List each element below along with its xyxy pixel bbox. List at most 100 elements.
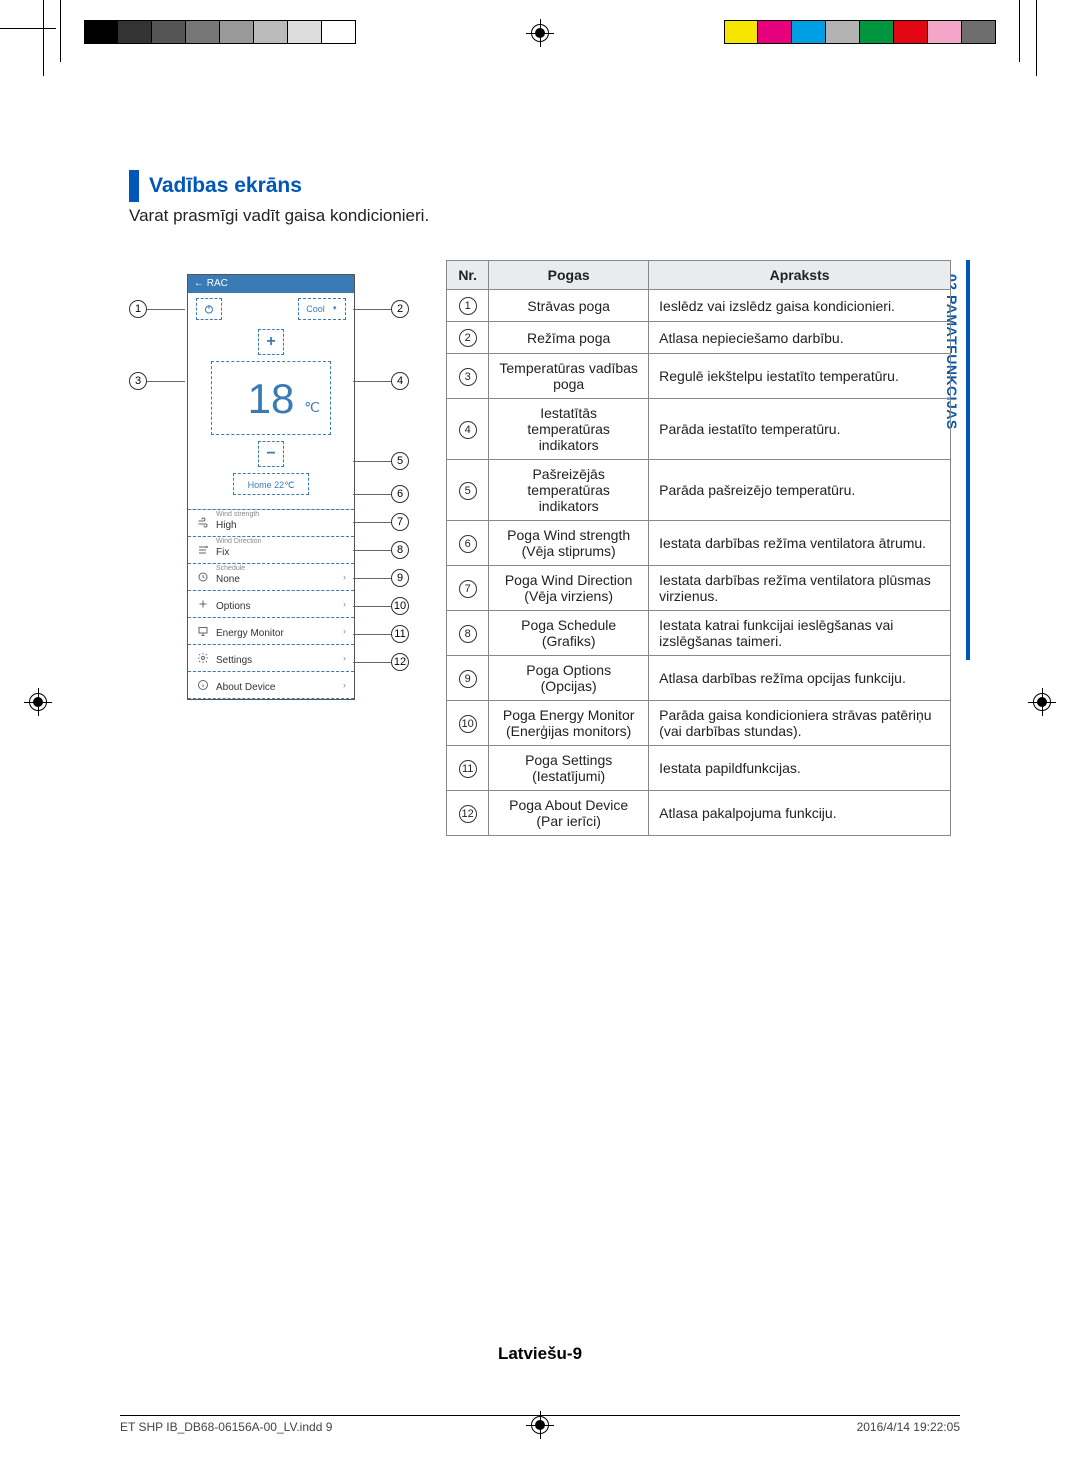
info-icon — [196, 678, 210, 692]
row-number: 1 — [459, 297, 477, 315]
row-number: 4 — [459, 421, 477, 439]
table-row: 10 Poga Energy Monitor (Enerģijas monitor… — [447, 701, 951, 746]
menu-item[interactable]: Settings › — [188, 644, 354, 672]
callout: 7 — [353, 513, 409, 531]
menu-item-label-small: Schedule — [216, 565, 245, 572]
footer-timestamp: 2016/4/14 19:22:05 — [857, 1420, 960, 1434]
table-header: Apraksts — [649, 261, 951, 290]
menu-item-label: Settings — [216, 655, 252, 666]
row-button-name: Poga Energy Monitor (Enerģijas monitors) — [489, 701, 649, 746]
crop-line — [43, 0, 44, 76]
table-row: 4 Iestatītās temperatūras indikatorsParād… — [447, 399, 951, 460]
row-button-name: Pašreizējās temperatūras indikators — [489, 460, 649, 521]
row-button-name: Poga Wind Direction (Vēja virziens) — [489, 566, 649, 611]
device-diagram: ← RAC Cool + 18℃ − Home 22℃ Wind strengt… — [129, 260, 406, 700]
menu-item[interactable]: Options › — [188, 590, 354, 618]
menu-item[interactable]: About Device› — [188, 671, 354, 699]
mode-button[interactable]: Cool — [298, 298, 346, 320]
section-heading: Vadības ekrāns — [129, 170, 951, 202]
menu-item[interactable]: Wind Direction Fix — [188, 536, 354, 564]
menu-item-label: Fix — [216, 547, 229, 558]
clock-icon — [196, 570, 210, 584]
row-button-name: Iestatītās temperatūras indikators — [489, 399, 649, 460]
row-description: Iestata papildfunkcijas. — [649, 746, 951, 791]
menu-item-label-small: Wind strength — [216, 511, 259, 518]
menu-item-label: None — [216, 574, 240, 585]
menu-item-label-small: Wind Direction — [216, 538, 262, 545]
row-description: Iestata katrai funkcijai ieslēgšanas vai… — [649, 611, 951, 656]
current-temp-indicator: Home 22℃ — [233, 473, 309, 495]
row-description: Atlasa pakalpojuma funkciju. — [649, 791, 951, 836]
footer-rule — [120, 1415, 960, 1416]
row-number: 6 — [459, 535, 477, 553]
row-number: 7 — [459, 580, 477, 598]
row-number: 12 — [459, 805, 477, 823]
row-button-name: Strāvas poga — [489, 290, 649, 322]
registration-mark — [29, 693, 47, 711]
row-description: Parāda gaisa kondicioniera strāvas patēr… — [649, 701, 951, 746]
footer-meta: ET SHP IB_DB68-06156A-00_LV.indd 9 2016/… — [120, 1420, 960, 1434]
chevron-right-icon: › — [343, 626, 346, 636]
callout: 11 — [353, 625, 409, 643]
chevron-right-icon: › — [343, 572, 346, 582]
table-row: 1 Strāvas pogaIeslēdz vai izslēdz gaisa k… — [447, 290, 951, 322]
table-row: 6 Poga Wind strength (Vēja stiprums)Iesta… — [447, 521, 951, 566]
row-button-name: Poga About Device (Par ierīci) — [489, 791, 649, 836]
callout: 5 — [353, 452, 409, 470]
intro-text: Varat prasmīgi vadīt gaisa kondicionieri… — [129, 206, 951, 226]
row-description: Atlasa darbības režīma opcijas funkciju. — [649, 656, 951, 701]
callout: 2 — [353, 300, 409, 318]
row-description: Parāda iestatīto temperatūru. — [649, 399, 951, 460]
menu-item-label: Options — [216, 601, 250, 612]
row-description: Iestata darbības režīma ventilatora plūs… — [649, 566, 951, 611]
calibration-bar-right — [724, 20, 996, 44]
device-status-bar: ← RAC — [188, 275, 354, 293]
row-description: Regulē iekštelpu iestatīto temperatūru. — [649, 354, 951, 399]
chevron-right-icon: › — [343, 653, 346, 663]
row-number: 2 — [459, 329, 477, 347]
row-number: 8 — [459, 625, 477, 643]
table-row: 8 Poga Schedule (Grafiks)Iestata katrai f… — [447, 611, 951, 656]
callout: 3 — [129, 372, 185, 390]
menu-item[interactable]: Wind strengthHigh — [188, 509, 354, 537]
row-number: 9 — [459, 670, 477, 688]
control-description-table: Nr. Pogas Apraksts 1Strāvas pogaIeslēdz … — [446, 260, 951, 836]
callout: 8 — [353, 541, 409, 559]
set-temp-indicator: 18℃ — [211, 361, 331, 435]
monitor-icon — [196, 624, 210, 638]
table-row: 2 Režīma pogaAtlasa nepieciešamo darbību. — [447, 322, 951, 354]
menu-item[interactable]: Energy Monitor› — [188, 617, 354, 645]
table-row: 3Temperatūras vadības pogaRegulē iekštel… — [447, 354, 951, 399]
row-description: Ieslēdz vai izslēdz gaisa kondicionieri. — [649, 290, 951, 322]
row-button-name: Poga Wind strength (Vēja stiprums) — [489, 521, 649, 566]
callout: 1 — [129, 300, 185, 318]
row-number: 11 — [459, 760, 477, 778]
wind-icon — [196, 516, 210, 530]
menu-item-label: About Device — [216, 682, 275, 693]
row-description: Parāda pašreizējo temperatūru. — [649, 460, 951, 521]
power-button[interactable] — [196, 298, 222, 320]
row-button-name: Poga Settings (Iestatījumi) — [489, 746, 649, 791]
row-description: Atlasa nepieciešamo darbību. — [649, 322, 951, 354]
row-description: Iestata darbības režīma ventilatora ātru… — [649, 521, 951, 566]
row-number: 10 — [459, 715, 477, 733]
menu-item[interactable]: Schedule None › — [188, 563, 354, 591]
crop-line — [1036, 0, 1037, 76]
table-row: 5Pašreizējās temperatūras indikatorsParā… — [447, 460, 951, 521]
callout: 12 — [353, 653, 409, 671]
table-row: 9Poga Options (Opcijas)Atlasa darbības r… — [447, 656, 951, 701]
temp-up-button[interactable]: + — [258, 329, 284, 355]
footer-file: ET SHP IB_DB68-06156A-00_LV.indd 9 — [120, 1420, 332, 1434]
row-button-name: Temperatūras vadības poga — [489, 354, 649, 399]
chevron-right-icon: › — [343, 599, 346, 609]
gear-icon — [196, 651, 210, 665]
table-row: 7 Poga Wind Direction (Vēja virziens)Iest… — [447, 566, 951, 611]
calibration-bar-left — [84, 20, 356, 44]
callout: 10 — [353, 597, 409, 615]
temp-down-button[interactable]: − — [258, 441, 284, 467]
registration-mark — [531, 24, 549, 42]
table-header: Nr. — [447, 261, 489, 290]
row-button-name: Režīma poga — [489, 322, 649, 354]
row-button-name: Poga Schedule (Grafiks) — [489, 611, 649, 656]
page-number: Latviešu-9 — [0, 1344, 1080, 1364]
